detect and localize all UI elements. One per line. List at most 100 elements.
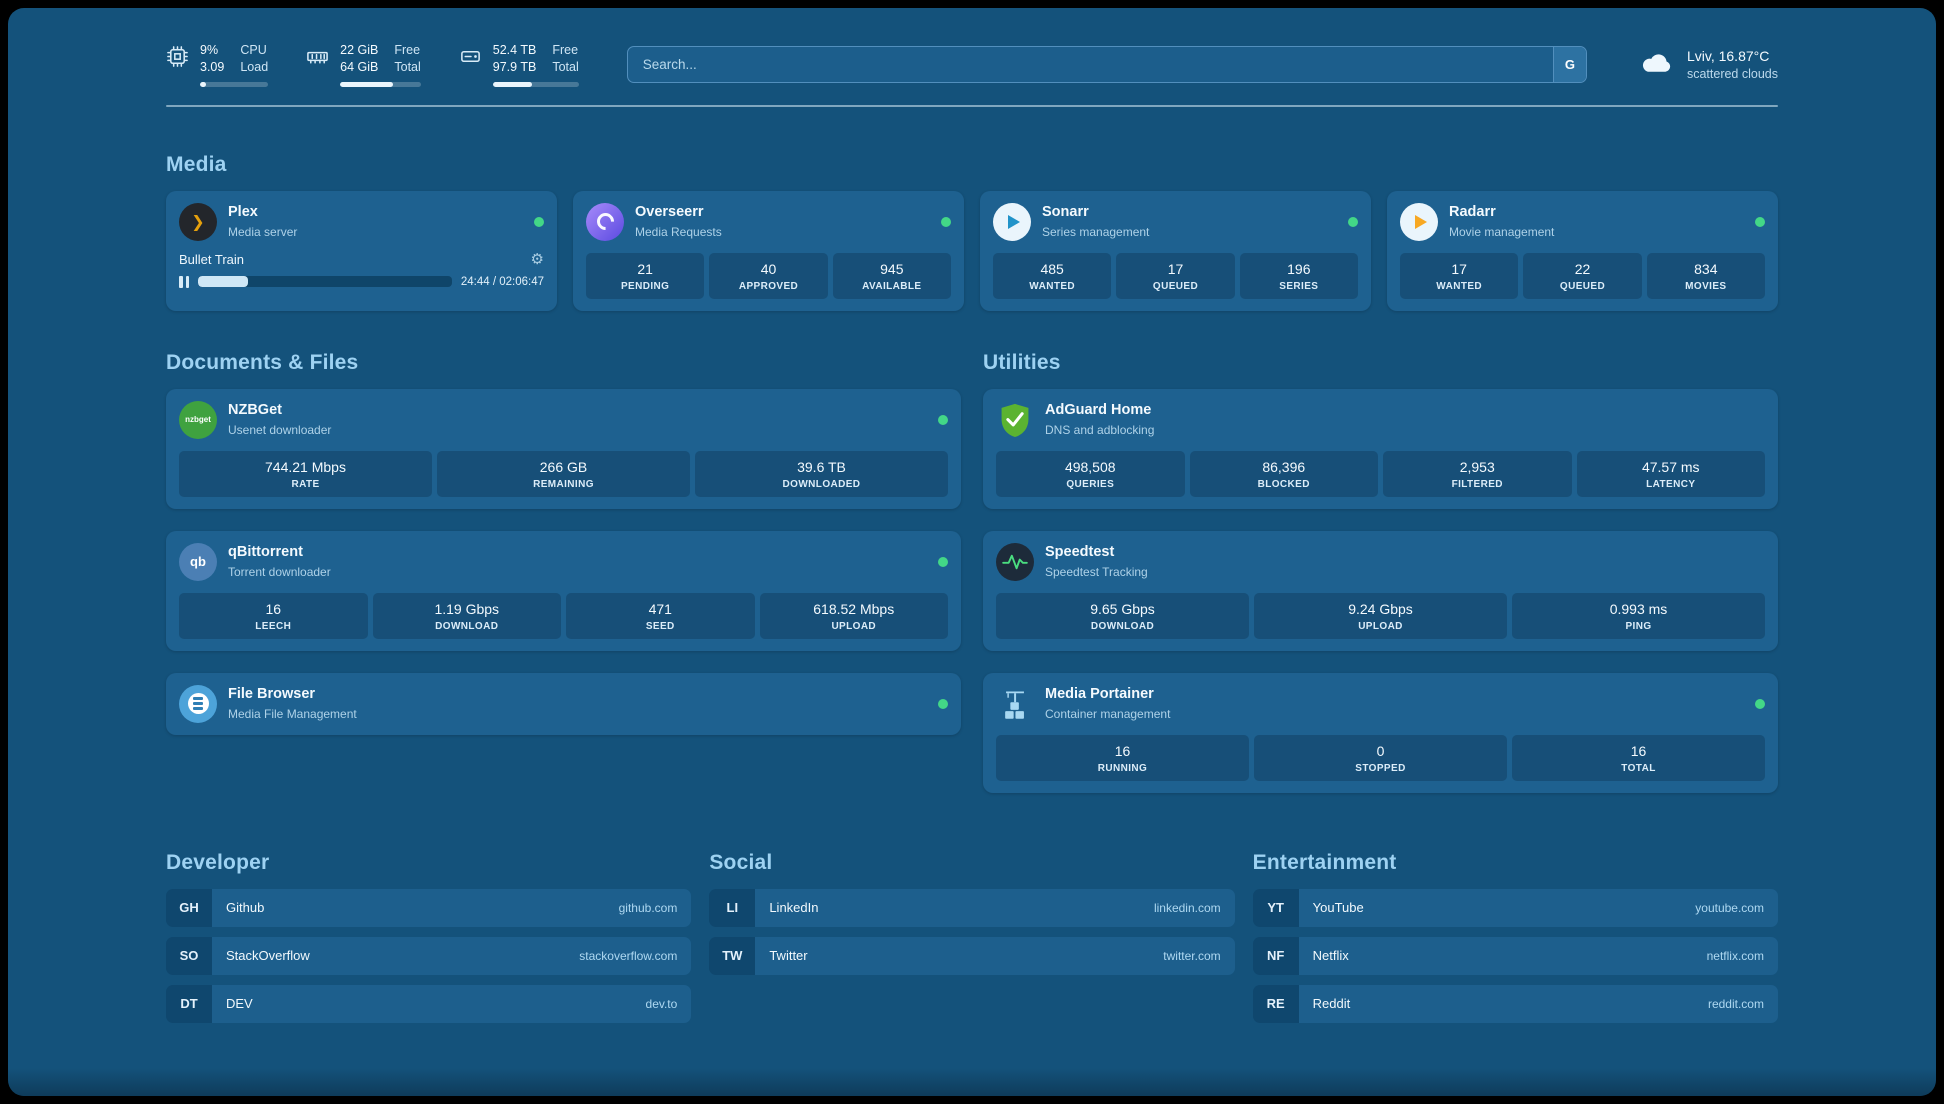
dashboard-panel: 9% CPU 3.09 Load 22 Gi [8,8,1936,1096]
portainer-icon [996,685,1034,723]
search-input[interactable] [627,46,1553,82]
section-utilities: Utilities AdGuard Home [983,351,1778,793]
section-media: Media ❯ Plex Media server [166,153,1778,311]
stat-tile: 498,508 QUERIES [996,450,1185,497]
service-card-sonarr[interactable]: Sonarr Series management 485 WANTED 17 Q… [980,190,1371,311]
disk-free-value: 52.4 TB [492,43,537,57]
bookmark-name: YouTube [1312,900,1364,915]
media-grid: ❯ Plex Media server Bullet Train ⚙ [166,190,1778,311]
cpu-progress-fill [200,81,207,87]
status-dot [1755,698,1765,709]
section-title-social: Social [709,850,773,874]
bookmark-name: Reddit [1312,996,1351,1011]
service-card-radarr[interactable]: Radarr Movie management 17 WANTED 22 QUE… [1387,190,1778,311]
pause-button[interactable] [179,275,189,288]
bookmark-domain: stackoverflow.com [579,948,678,963]
service-card-plex[interactable]: ❯ Plex Media server Bullet Train ⚙ [166,190,557,311]
divider [166,104,1778,107]
service-card-nzbget[interactable]: nzbget NZBGet Usenet downloader 744.21 M… [166,388,961,509]
playback-progress-bar[interactable] [198,276,452,287]
service-card-overseerr[interactable]: Overseerr Media Requests 21 PENDING 40 A… [573,190,964,311]
disk-total-label: Total [552,60,579,75]
bookmark-abbr: YT [1252,888,1299,927]
weather-widget: Lviv, 16.87°C scattered clouds [1639,48,1778,81]
service-name: AdGuard Home [1045,402,1152,419]
status-dot [941,216,951,227]
bookmark-github[interactable]: GH Github github.com [166,888,692,927]
status-dot [938,698,948,709]
cpu-load-value: 3.09 [200,60,225,75]
gear-icon[interactable]: ⚙ [530,250,544,268]
ram-free-value: 22 GiB [340,43,379,57]
service-card-adguard[interactable]: AdGuard Home DNS and adblocking 498,508 … [983,388,1778,509]
disk-progress-bar [492,81,579,87]
adguard-icon [996,401,1034,439]
system-monitors: 9% CPU 3.09 Load 22 Gi [166,42,579,87]
bookmark-stackoverflow[interactable]: SO StackOverflow stackoverflow.com [166,936,692,975]
bookmark-domain: reddit.com [1707,996,1764,1011]
weather-location: Lviv, 16.87°C [1686,47,1770,64]
bookmarks: Developer GH Github github.com SO StackO… [166,851,1778,1023]
stat-tile: 266 GB REMAINING [437,450,690,497]
service-name: Media Portainer [1045,686,1154,703]
service-subtitle: Torrent downloader [228,564,331,579]
service-card-speedtest[interactable]: Speedtest Speedtest Tracking 9.65 Gbps D… [983,530,1778,651]
ram-widget: 22 GiB Free 64 GiB Total [306,42,421,87]
bookmark-youtube[interactable]: YT YouTube youtube.com [1252,888,1778,927]
now-playing-title: Bullet Train [179,251,245,267]
bookmark-domain: linkedin.com [1153,900,1221,915]
weather-condition: scattered clouds [1686,66,1778,81]
ram-free-label: Free [394,43,421,57]
bookmark-abbr: DT [166,984,212,1023]
bookmark-name: LinkedIn [769,900,819,915]
playback-progress-fill [198,276,248,287]
bookmark-abbr: SO [166,936,212,975]
bookmark-abbr: NF [1252,936,1299,975]
bookmark-abbr: TW [709,936,756,975]
ram-progress-bar [340,81,421,87]
section-title-entertainment: Entertainment [1252,850,1397,874]
bookmark-twitter[interactable]: TW Twitter twitter.com [709,936,1235,975]
status-dot [534,216,544,227]
speedtest-icon [996,542,1034,581]
nzbget-icon: nzbget [179,400,217,439]
stat-tile: 86,396 BLOCKED [1189,450,1378,497]
plex-icon: ❯ [179,202,217,241]
stat-tile: 21 PENDING [586,252,705,299]
bookmark-netflix[interactable]: NF Netflix netflix.com [1252,936,1778,975]
bookmark-name: Netflix [1312,948,1349,963]
stat-tile: 16 RUNNING [996,734,1249,781]
service-subtitle: Series management [1042,224,1150,239]
service-subtitle: Media File Management [228,706,357,721]
section-documents: Documents & Files nzbget NZBGet Usenet d… [166,351,961,793]
cpu-usage-value: 9% [200,43,219,57]
service-card-filebrowser[interactable]: File Browser Media File Management [166,672,961,735]
filebrowser-icon [179,684,217,723]
bookmark-reddit[interactable]: RE Reddit reddit.com [1252,984,1778,1023]
stat-tile: 0 STOPPED [1254,734,1507,781]
ram-icon [307,51,329,64]
disk-icon [460,50,480,63]
section-title-documents: Documents & Files [166,350,359,374]
service-name: Speedtest [1045,544,1115,561]
service-subtitle: Movie management [1449,224,1555,239]
stat-tile: 618.52 Mbps UPLOAD [759,592,948,639]
bookmark-domain: youtube.com [1695,900,1764,915]
qbittorrent-icon: qb [179,542,217,581]
bookmark-dev[interactable]: DT DEV dev.to [166,984,692,1023]
service-card-portainer[interactable]: Media Portainer Container management 16 … [983,672,1778,793]
bookmark-linkedin[interactable]: LI LinkedIn linkedin.com [709,888,1235,927]
service-name: Radarr [1449,204,1496,221]
bookmark-domain: twitter.com [1163,948,1221,963]
disk-progress-fill [492,81,533,87]
stat-tile: 0.993 ms PING [1512,592,1765,639]
cpu-widget: 9% CPU 3.09 Load [166,42,269,87]
service-card-qbittorrent[interactable]: qb qBittorrent Torrent downloader 16 [166,530,961,651]
service-subtitle: DNS and adblocking [1045,422,1155,437]
stat-tile: 471 SEED [566,592,755,639]
search-engine-badge[interactable]: G [1552,46,1586,82]
stat-tile: 39.6 TB DOWNLOADED [695,450,948,497]
top-bar: 9% CPU 3.09 Load 22 Gi [166,42,1778,87]
bookmark-group-social: Social LI LinkedIn linkedin.com TW Twitt… [709,850,1235,1023]
status-dot [938,414,948,425]
